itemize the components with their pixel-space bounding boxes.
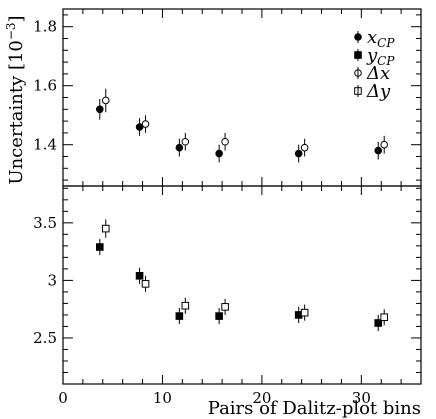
data-point <box>380 313 389 322</box>
y-tick-label: 2.5 <box>33 329 57 347</box>
data-point <box>181 301 190 310</box>
data-point <box>300 143 309 152</box>
data-point <box>101 224 110 233</box>
series-y_CP <box>95 238 383 332</box>
legend-label-main: Δx <box>366 63 390 84</box>
data-point <box>175 312 184 320</box>
legend-entry-Δx: Δx <box>354 63 390 84</box>
plot-frame <box>62 185 422 385</box>
series-Δx <box>101 88 389 157</box>
data-point <box>294 149 303 158</box>
legend-entry-y_CP: yCP <box>354 45 395 68</box>
legend-label-sub: CP <box>377 54 395 68</box>
legend-label: Δy <box>366 81 391 102</box>
x-tick-label: 0 <box>58 389 68 407</box>
data-point <box>215 312 223 320</box>
x-tick-label: 10 <box>153 389 172 407</box>
y-tick-label: 1.8 <box>33 18 57 36</box>
y-axis-title-exponent: −3 <box>4 22 18 40</box>
x-tick-label: 20 <box>252 389 271 407</box>
y-tick-label: 1.4 <box>33 136 57 154</box>
data-point <box>380 140 389 149</box>
legend-label-main: x <box>367 27 377 48</box>
data-point <box>141 120 150 128</box>
x-axis-title: Pairs of Dalitz-plot bins <box>208 398 421 419</box>
legend-label-main: y <box>366 45 378 66</box>
legend-label: Δx <box>366 63 390 84</box>
data-point <box>181 137 190 146</box>
data-point <box>141 280 150 288</box>
data-point <box>374 146 383 155</box>
legend-label: yCP <box>366 45 395 68</box>
y-axis-title-close: ] <box>6 15 27 22</box>
legend-label-sub: CP <box>377 36 395 50</box>
legend-entry-Δy: Δy <box>354 81 391 102</box>
data-point <box>101 96 110 105</box>
data-point <box>95 243 104 251</box>
data-point <box>135 123 144 131</box>
y-axis-title: Uncertainty [10−3] <box>4 15 27 184</box>
data-point <box>95 105 104 114</box>
data-point <box>175 143 184 152</box>
data-point <box>135 271 144 280</box>
data-point <box>221 303 229 311</box>
y-tick-label: 3.5 <box>33 214 57 232</box>
data-point <box>374 319 383 327</box>
y-tick-label: 1.6 <box>33 77 57 95</box>
x-tick-label: 30 <box>352 389 371 407</box>
series-Δy <box>101 219 389 326</box>
bottom-panel: 2.5 3 3.5 0 10 20 30 <box>33 185 422 407</box>
y-axis-title-main: Uncertainty [10 <box>6 40 27 184</box>
data-point <box>215 149 223 158</box>
series-x_CP <box>95 98 383 163</box>
data-point <box>300 308 309 317</box>
legend-label: xCP <box>367 27 395 50</box>
legend-entry-x_CP: xCP <box>354 27 395 50</box>
y-tick-label: 3 <box>47 271 57 289</box>
top-panel: 1.4 1.6 1.8 <box>33 8 422 187</box>
data-point <box>221 137 229 146</box>
legend-label-main: Δy <box>366 81 391 102</box>
